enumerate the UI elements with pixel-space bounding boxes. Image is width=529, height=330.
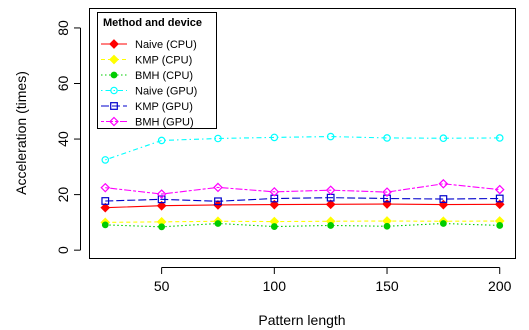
data-point xyxy=(494,184,505,195)
series-0 xyxy=(100,199,505,213)
data-point xyxy=(439,134,448,143)
series-line xyxy=(105,220,500,223)
series-layer xyxy=(100,132,505,231)
data-point xyxy=(439,195,448,203)
series-3 xyxy=(101,132,504,164)
series-line xyxy=(105,183,500,195)
data-point xyxy=(101,197,110,205)
legend-label: KMP (CPU) xyxy=(135,55,192,67)
x-tick-label: 100 xyxy=(263,278,287,294)
legend-item: Naive (CPU) xyxy=(101,39,197,51)
x-tick-label: 200 xyxy=(488,278,512,294)
data-point xyxy=(439,220,447,227)
data-point xyxy=(326,132,335,141)
y-tick-label: 40 xyxy=(55,131,71,147)
data-point xyxy=(382,187,392,197)
data-point xyxy=(214,134,222,143)
legend-label: BMH (CPU) xyxy=(135,70,193,82)
legend-label: KMP (GPU) xyxy=(135,101,193,113)
data-point xyxy=(496,222,504,229)
series-line xyxy=(105,136,500,161)
data-point xyxy=(383,222,391,230)
data-point xyxy=(100,202,111,213)
legend-marker xyxy=(110,86,118,95)
legend-title: Method and device xyxy=(103,17,202,29)
data-point xyxy=(156,200,167,211)
legend-marker xyxy=(109,116,119,127)
plot-frame xyxy=(89,8,516,259)
data-point xyxy=(325,199,336,210)
series-2 xyxy=(101,220,504,231)
y-axis: 0 20 40 60 80 xyxy=(55,20,81,254)
data-point xyxy=(158,223,166,231)
data-point xyxy=(383,134,391,142)
data-point xyxy=(101,156,110,164)
data-point xyxy=(495,134,504,142)
x-tick-label: 150 xyxy=(375,278,399,294)
x-axis: 50 100 150 200 xyxy=(154,267,512,294)
legend-item: KMP (GPU) xyxy=(101,101,193,113)
legend-items: Naive (CPU) KMP (CPU) BMH (CPU) Naive (GPU)… xyxy=(101,39,197,129)
data-point xyxy=(214,220,222,227)
legend-marker xyxy=(109,39,119,49)
data-point xyxy=(269,199,280,210)
legend-marker xyxy=(110,102,118,110)
data-point xyxy=(214,197,222,206)
data-point xyxy=(100,182,111,193)
data-point xyxy=(327,222,335,229)
data-point xyxy=(157,195,166,204)
series-5 xyxy=(100,178,505,199)
y-axis-title: Acceleration (times) xyxy=(13,71,29,195)
legend-item: Naive (GPU) xyxy=(101,86,197,98)
x-axis-title: Pattern length xyxy=(258,312,345,328)
series-line xyxy=(105,203,500,209)
legend-label: Naive (CPU) xyxy=(135,39,197,51)
series-line xyxy=(105,222,500,228)
data-point xyxy=(101,221,109,229)
data-point xyxy=(213,182,223,193)
legend-item: BMH (CPU) xyxy=(101,70,193,82)
data-point xyxy=(383,194,391,203)
y-tick-label: 20 xyxy=(55,187,71,203)
data-point xyxy=(438,178,449,189)
y-tick-label: 0 xyxy=(55,246,71,254)
x-tick-label: 50 xyxy=(154,278,170,294)
data-point xyxy=(157,136,166,145)
legend-marker xyxy=(110,71,118,79)
legend: Method and device Naive (CPU) KMP (CPU) BM… xyxy=(97,12,217,129)
y-tick-label: 60 xyxy=(55,76,71,92)
data-point xyxy=(156,189,167,199)
data-point xyxy=(270,133,279,142)
data-point xyxy=(325,185,336,196)
legend-label: Naive (GPU) xyxy=(135,86,197,98)
data-point xyxy=(495,194,504,203)
legend-item: KMP (CPU) xyxy=(101,55,192,67)
legend-marker xyxy=(109,54,119,65)
legend-label: BMH (GPU) xyxy=(135,117,194,129)
data-point xyxy=(269,186,280,197)
y-tick-label: 80 xyxy=(55,20,71,36)
legend-item: BMH (GPU) xyxy=(101,117,194,129)
data-point xyxy=(270,223,278,230)
